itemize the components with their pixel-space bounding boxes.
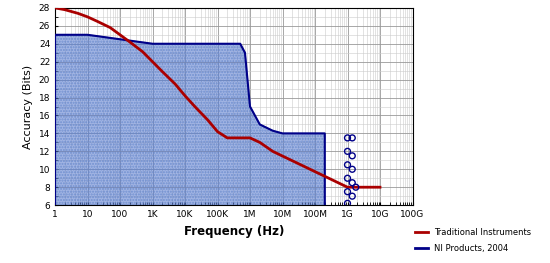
Point: [343, 136, 352, 140]
X-axis label: Frequency (Hz): Frequency (Hz): [184, 225, 284, 237]
Polygon shape: [55, 35, 325, 205]
Point: [348, 154, 356, 158]
Point: [343, 176, 352, 180]
Point: [343, 190, 352, 194]
Legend: Traditional Instruments, NI Products, 2004: Traditional Instruments, NI Products, 20…: [412, 225, 535, 256]
Point: [348, 181, 356, 185]
Point: [343, 149, 352, 153]
Point: [343, 163, 352, 167]
Point: [348, 194, 356, 198]
Y-axis label: Accuracy (Bits): Accuracy (Bits): [23, 64, 33, 149]
Point: [348, 136, 356, 140]
Point: [343, 201, 352, 205]
Point: [351, 185, 360, 189]
Point: [348, 167, 356, 171]
